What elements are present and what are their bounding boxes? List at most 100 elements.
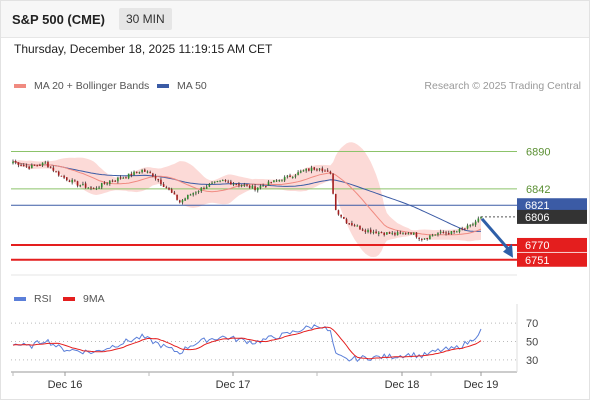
- rsi-ma-line: [12, 326, 482, 360]
- legend-rsi-ma-swatch: [63, 297, 75, 301]
- candle-body: [246, 184, 248, 186]
- candle: [402, 232, 404, 235]
- candle-body: [447, 232, 450, 235]
- candle-body: [227, 181, 229, 183]
- candle: [372, 229, 375, 235]
- candle-body: [25, 165, 28, 167]
- candle-body: [256, 187, 259, 191]
- candle-body: [278, 180, 281, 182]
- candle-body: [310, 167, 313, 171]
- candle-body: [442, 232, 445, 234]
- candle: [22, 163, 25, 167]
- candle: [141, 169, 143, 174]
- candle-body: [273, 180, 275, 183]
- candle-body: [41, 162, 44, 166]
- candle-body: [297, 172, 299, 175]
- candle-body: [203, 187, 205, 189]
- candle-body: [356, 225, 359, 227]
- candle: [55, 170, 57, 173]
- candle: [404, 232, 407, 235]
- level-label-6842: 6842: [526, 184, 550, 196]
- level-tag-6751: [517, 252, 587, 267]
- candle: [98, 185, 100, 189]
- rsi-tick-50: 50: [526, 337, 538, 349]
- candle-body: [95, 188, 98, 190]
- candle-body: [375, 231, 377, 234]
- chart-header: S&P 500 (CME) 30 MIN: [1, 1, 589, 38]
- candle: [149, 170, 151, 174]
- candle-body: [313, 167, 316, 170]
- candle: [238, 182, 240, 188]
- candle-body: [281, 180, 283, 182]
- candle-body: [251, 185, 254, 189]
- candle-body: [262, 185, 264, 187]
- candle-body: [106, 183, 108, 185]
- candle-body: [71, 179, 73, 183]
- candle: [162, 182, 165, 188]
- candle: [178, 199, 181, 204]
- candle: [200, 187, 203, 193]
- candle: [170, 187, 173, 194]
- candle: [181, 198, 184, 205]
- candle-body: [184, 198, 186, 201]
- candle: [329, 170, 332, 175]
- candle-body: [205, 186, 208, 189]
- candle-body: [380, 232, 383, 234]
- candle-body: [200, 187, 203, 192]
- forecast-arrow-head: [503, 243, 513, 258]
- candle-body: [92, 188, 95, 190]
- candle: [391, 230, 394, 236]
- candle: [294, 174, 297, 179]
- candle: [305, 168, 307, 173]
- candle: [299, 169, 302, 174]
- candle: [383, 232, 385, 237]
- candle: [480, 216, 482, 220]
- candle-body: [162, 184, 165, 188]
- candle: [25, 163, 28, 168]
- candle-body: [423, 238, 426, 240]
- candle: [275, 179, 278, 183]
- candle: [308, 168, 310, 172]
- candle-body: [157, 178, 160, 181]
- candle: [369, 227, 372, 235]
- level-tag-6821: [517, 198, 587, 213]
- candle-body: [211, 182, 213, 184]
- candle: [87, 187, 90, 189]
- interval-badge[interactable]: 30 MIN: [119, 8, 172, 30]
- candle: [92, 187, 95, 190]
- candle: [130, 171, 133, 178]
- candle-body: [130, 173, 133, 176]
- candle: [160, 177, 162, 186]
- candle-body: [138, 172, 141, 174]
- candle: [415, 232, 418, 239]
- candle: [418, 237, 420, 242]
- candle: [423, 238, 426, 240]
- candle-body: [176, 194, 178, 200]
- candle-body: [404, 233, 407, 235]
- candle-body: [187, 194, 189, 199]
- candle: [270, 181, 273, 184]
- candle: [187, 194, 189, 200]
- candle-body: [396, 232, 399, 236]
- candle: [60, 175, 63, 177]
- candle-body: [434, 234, 437, 236]
- candle: [133, 170, 135, 176]
- candle: [318, 168, 321, 172]
- candle: [197, 190, 200, 194]
- candle-body: [291, 176, 294, 178]
- candle-body: [383, 232, 385, 235]
- candle: [76, 180, 79, 188]
- candle: [117, 176, 119, 184]
- candle-body: [65, 177, 68, 181]
- candle-body: [464, 228, 466, 230]
- candle: [114, 179, 117, 182]
- candle: [394, 231, 396, 237]
- candle: [33, 164, 36, 166]
- candle-body: [33, 164, 36, 166]
- candle-body: [114, 180, 117, 182]
- candle-body: [337, 210, 340, 215]
- candle-body: [20, 164, 22, 166]
- candle-body: [173, 192, 176, 195]
- candle: [152, 172, 154, 178]
- candle-body: [216, 180, 219, 182]
